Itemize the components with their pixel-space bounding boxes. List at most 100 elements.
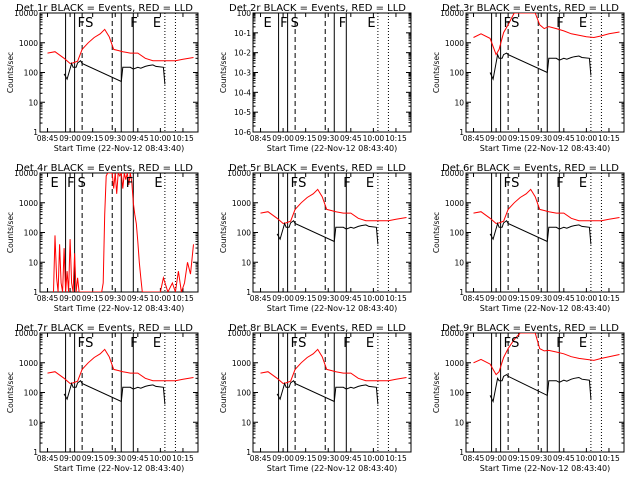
- interval-marker: F: [556, 176, 563, 191]
- x-axis-label: Start Time (22-Nov-12 08:43:40): [267, 144, 397, 153]
- y-axis-label: Counts/sec: [219, 52, 228, 93]
- x-tick-label: 10:00: [576, 454, 598, 463]
- x-tick-label: 09:00: [59, 454, 81, 463]
- x-tick-label: 09:30: [104, 454, 126, 463]
- panel-title: Det 1r BLACK = Events, RED = LLD: [16, 3, 193, 14]
- y-tick-label: 1: [33, 128, 38, 137]
- y-tick-label: 10000: [14, 329, 38, 338]
- y-tick-label: 1: [246, 288, 251, 297]
- interval-marker: E: [579, 16, 587, 31]
- y-tick-label: 1000: [19, 199, 38, 208]
- series-group: [53, 173, 194, 292]
- x-tick-label: 10:15: [172, 454, 194, 463]
- interval-marker: F: [291, 176, 298, 191]
- interval-marker: S: [511, 336, 519, 351]
- x-tick-label: 09:15: [82, 454, 104, 463]
- y-tick-label: 10-6: [234, 128, 251, 137]
- lld-series: [473, 188, 620, 225]
- event-lines: [278, 13, 389, 132]
- y-tick-label: 100: [450, 69, 465, 78]
- plot-frame: [39, 12, 199, 133]
- y-tick-label: 1: [246, 448, 251, 457]
- y-tick-label: 10: [454, 98, 464, 107]
- interval-marker: E: [153, 16, 161, 31]
- x-tick-label: 10:00: [150, 134, 172, 143]
- panel-title: Det 6r BLACK = Events, RED = LLD: [442, 163, 619, 174]
- y-tick-label: 10-1: [234, 29, 251, 38]
- panel-title: Det 5r BLACK = Events, RED = LLD: [229, 163, 406, 174]
- lld-series: [473, 13, 620, 56]
- x-tick-label: 10:00: [363, 454, 385, 463]
- x-tick-label: 10:15: [172, 294, 194, 303]
- interval-marker: F: [556, 336, 563, 351]
- detector-panel-6: Det 6r BLACK = Events, RED = LLD 08:45 09:…: [432, 163, 625, 313]
- x-tick-label: 09:30: [530, 454, 552, 463]
- y-tick-label: 100: [237, 229, 252, 238]
- interval-marker: F: [343, 336, 350, 351]
- lld-series: [47, 28, 194, 65]
- interval-marker: E: [51, 176, 59, 191]
- lld-series: [53, 173, 194, 292]
- x-tick-label: 10:00: [363, 294, 385, 303]
- x-tick-label: 10:00: [576, 294, 598, 303]
- x-tick-label: 09:45: [340, 294, 362, 303]
- y-tick-label: 10000: [440, 9, 464, 18]
- x-tick-label: 08:45: [463, 294, 485, 303]
- x-tick-label: 09:00: [485, 294, 507, 303]
- y-axis-label: Counts/sec: [432, 212, 441, 253]
- x-tick-label: 10:00: [576, 134, 598, 143]
- series-group: [47, 28, 194, 85]
- x-tick-label: 09:15: [295, 454, 317, 463]
- panel-title: Det 3r BLACK = Events, RED = LLD: [442, 3, 619, 14]
- x-tick-label: 10:15: [598, 294, 620, 303]
- x-axis-label: Start Time (22-Nov-12 08:43:40): [54, 144, 184, 153]
- events-series: [489, 373, 592, 404]
- y-axis-label: Counts/sec: [6, 212, 15, 253]
- interval-marker: S: [511, 176, 519, 191]
- interval-marker: F: [291, 336, 298, 351]
- plot-frame: [252, 172, 412, 293]
- x-tick-label: 10:15: [385, 454, 407, 463]
- y-tick-label: 10-3: [234, 69, 251, 78]
- y-tick-label: 100: [24, 229, 39, 238]
- x-tick-label: 09:30: [317, 294, 339, 303]
- y-tick-label: 10000: [440, 329, 464, 338]
- y-tick-label: 100: [450, 389, 465, 398]
- x-axis-label: Start Time (22-Nov-12 08:43:40): [480, 304, 610, 313]
- x-tick-label: 09:00: [272, 294, 294, 303]
- x-tick-label: 09:00: [59, 134, 81, 143]
- lld-series: [260, 188, 407, 225]
- event-lines: [65, 173, 176, 292]
- interval-marker: F: [504, 336, 511, 351]
- interval-marker: F: [67, 176, 74, 191]
- x-tick-label: 10:15: [385, 134, 407, 143]
- interval-marker: E: [153, 336, 161, 351]
- panel-title: Det 7r BLACK = Events, RED = LLD: [16, 323, 193, 334]
- y-tick-label: 1000: [445, 39, 464, 48]
- event-lines: [278, 173, 389, 292]
- y-axis-label: Counts/sec: [432, 372, 441, 413]
- x-axis-label: Start Time (22-Nov-12 08:43:40): [267, 304, 397, 313]
- events-series: [489, 52, 592, 81]
- interval-marker: F: [126, 176, 133, 191]
- x-tick-label: 09:45: [127, 294, 149, 303]
- y-axis-label: Counts/sec: [219, 212, 228, 253]
- x-axis-label: Start Time (22-Nov-12 08:43:40): [480, 464, 610, 473]
- lld-series: [260, 348, 407, 385]
- x-axis-label: Start Time (22-Nov-12 08:43:40): [480, 144, 610, 153]
- y-tick-label: 1: [33, 448, 38, 457]
- event-lines: [65, 333, 176, 452]
- y-tick-label: 10000: [14, 169, 38, 178]
- x-tick-label: 09:15: [295, 134, 317, 143]
- x-tick-label: 09:15: [508, 454, 530, 463]
- x-tick-label: 08:45: [463, 454, 485, 463]
- y-tick-label: 100: [237, 389, 252, 398]
- x-tick-label: 09:30: [104, 134, 126, 143]
- x-tick-label: 09:30: [104, 294, 126, 303]
- interval-marker: E: [264, 16, 272, 31]
